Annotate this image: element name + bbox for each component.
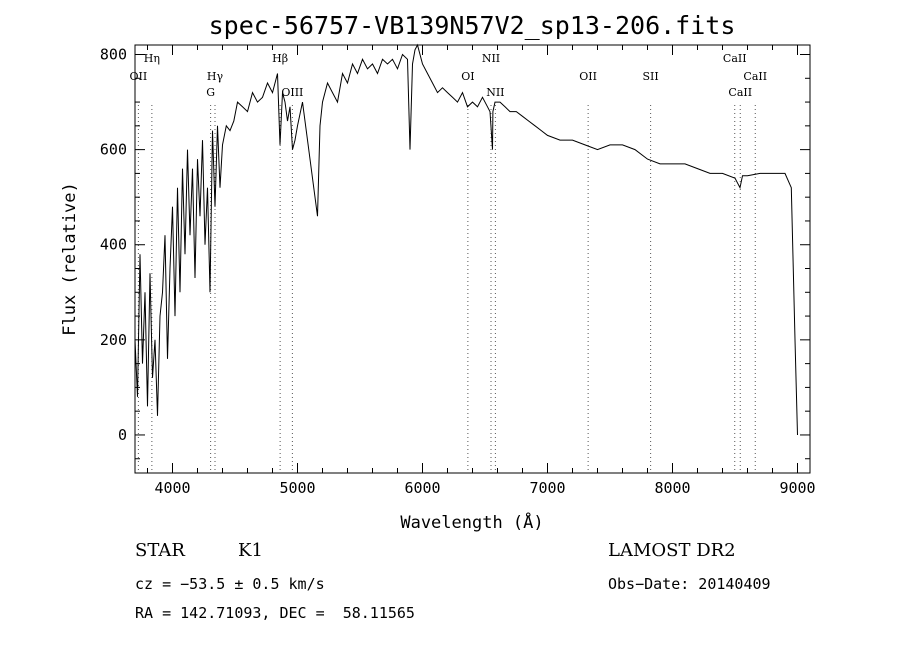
y-tick-label: 600 — [100, 141, 127, 159]
y-axis-label: Flux (relative) — [60, 182, 80, 336]
observation-date: Obs−Date: 20140409 — [608, 575, 771, 593]
survey-name: LAMOST DR2 — [608, 540, 736, 561]
y-tick-label: 800 — [100, 46, 127, 64]
y-tick-label: 0 — [118, 426, 127, 444]
x-tick-label: 5000 — [279, 479, 315, 497]
spectrum-series-line — [134, 43, 798, 436]
x-axis-label: Wavelength (Å) — [400, 511, 543, 533]
spectral-marker-label: NII — [486, 86, 504, 99]
spectral-marker-label: OI — [461, 70, 474, 83]
spectral-marker-label: CaII — [728, 86, 752, 99]
spectral-marker-label: Hγ — [207, 70, 224, 83]
spectral-marker-label: NII — [482, 52, 500, 65]
x-tick-label: 7000 — [529, 479, 565, 497]
y-tick-label: 200 — [100, 331, 127, 349]
spectral-marker-label: Hβ — [272, 52, 288, 65]
spectral-marker-label: CaII — [743, 70, 767, 83]
spectral-marker-label: Hη — [144, 52, 160, 65]
spectral-marker-label: OII — [579, 70, 597, 83]
spectral-marker-label: OII — [130, 70, 148, 83]
x-tick-label: 8000 — [654, 479, 690, 497]
spectral-line-markers: OII Hη Hγ G Hβ OIII OI NII NII OII SII CaII CaII CaII — [130, 52, 767, 473]
x-tick-label: 6000 — [404, 479, 440, 497]
object-subclass: K1 — [238, 540, 263, 561]
redshift-cz: cz = −53.5 ± 0.5 km/s — [135, 575, 325, 593]
chart-title: spec-56757-VB139N57V2_sp13-206.fits — [209, 11, 736, 40]
spectral-marker-label: OIII — [281, 86, 303, 99]
x-tick-label: 9000 — [779, 479, 815, 497]
y-tick-label: 400 — [100, 236, 127, 254]
spectral-marker-label: G — [206, 86, 215, 99]
spectral-marker-label: SII — [643, 70, 659, 83]
axis-ticks — [135, 45, 810, 473]
coordinates: RA = 142.71093, DEC = 58.11565 — [135, 604, 415, 622]
axis-tick-labels: 4000 5000 6000 7000 8000 9000 0 200 400 600 800 — [100, 46, 816, 497]
x-tick-label: 4000 — [154, 479, 190, 497]
spectral-marker-label: CaII — [723, 52, 747, 65]
object-class: STAR — [135, 540, 185, 561]
